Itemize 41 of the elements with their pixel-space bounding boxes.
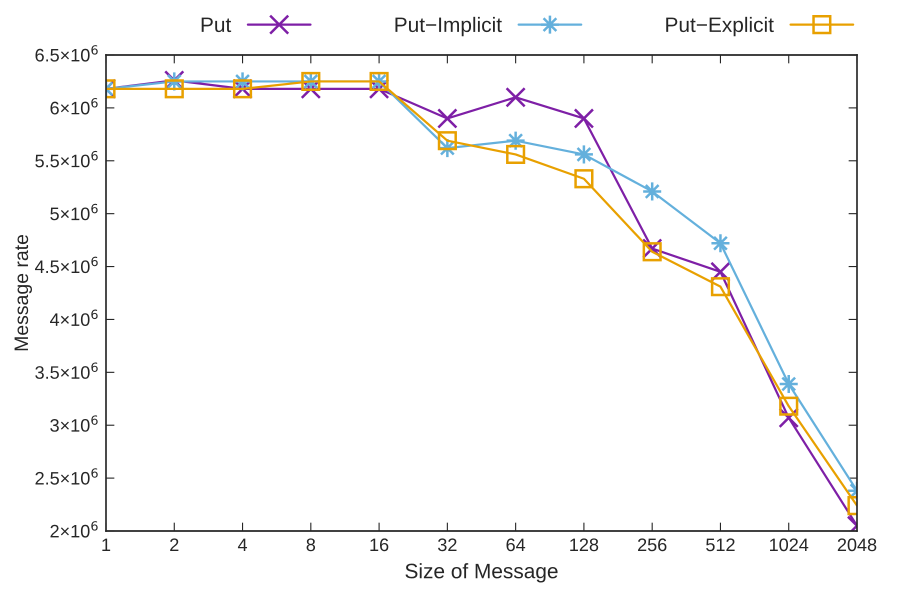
y-tick-label: 5×10$^{6}$ [50, 204, 98, 220]
x-tick-label: 64 [506, 538, 526, 552]
point [779, 396, 798, 416]
y-tick-label: 6×10$^{6}$ [50, 98, 98, 114]
x-tick-label: 8 [306, 538, 316, 552]
x-tick-label: 1 [102, 538, 110, 552]
x-tick-label: 2 [170, 538, 178, 552]
point [642, 181, 662, 202]
y-tick-label: 5.5×10$^{6}$ [35, 150, 98, 168]
point [642, 242, 662, 262]
point [438, 131, 457, 150]
x-tick-label: 32 [438, 538, 456, 552]
legend-label: Put [202, 18, 232, 32]
y-tick-label: 6.5×10$^{6}$ [36, 45, 98, 62]
x-tick-label: 2048 [838, 538, 876, 552]
point [574, 144, 594, 165]
x-axis-title: Size of Message [405, 563, 558, 583]
x-tick-label: 16 [370, 538, 388, 552]
point [574, 169, 594, 188]
x-tick-label: 256 [638, 538, 666, 552]
point [505, 87, 526, 108]
y-tick-label: 2×10$^{6}$ [50, 521, 98, 538]
x-tick-label: 1024 [770, 538, 808, 552]
point [710, 277, 730, 296]
y-axis-title: Message rate [14, 234, 32, 350]
point [710, 233, 731, 254]
point [437, 108, 458, 129]
point [778, 374, 800, 394]
legend-label: Put−Implicit [395, 16, 502, 36]
x-tick-label: 512 [706, 538, 735, 552]
x-tick-label: 4 [238, 538, 248, 552]
y-tick-label: 3.5×10$^{6}$ [35, 362, 98, 379]
y-tick-label: 4×10$^{6}$ [50, 310, 98, 326]
y-tick-label: 3×10$^{6}$ [50, 415, 98, 432]
y-tick-label: 2.5×10$^{6}$ [36, 468, 98, 485]
y-tick-label: 4.5×10$^{6}$ [35, 256, 98, 274]
x-tick-label: 128 [570, 538, 598, 552]
point [574, 108, 594, 129]
point [164, 79, 184, 98]
point [506, 144, 526, 164]
legend-label: Put−Explicit [666, 16, 774, 36]
